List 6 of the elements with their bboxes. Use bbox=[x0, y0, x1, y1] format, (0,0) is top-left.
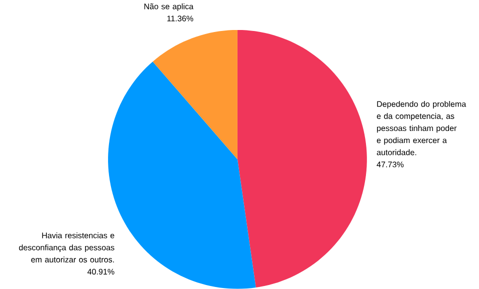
data-label: 40.91% bbox=[87, 268, 114, 275]
slice-label: Depedendo do problema e da competencia, as pessoas tinham poder e podiam exercer a autoridade. bbox=[376, 101, 466, 156]
slice-label: Havia resistencias e desconfiança das pessoas em autorizar os outros. bbox=[19, 232, 114, 263]
data-label: 11.36% bbox=[167, 16, 194, 22]
data-label: 47.73% bbox=[376, 162, 404, 168]
slice-label: Não se aplica bbox=[144, 3, 194, 11]
